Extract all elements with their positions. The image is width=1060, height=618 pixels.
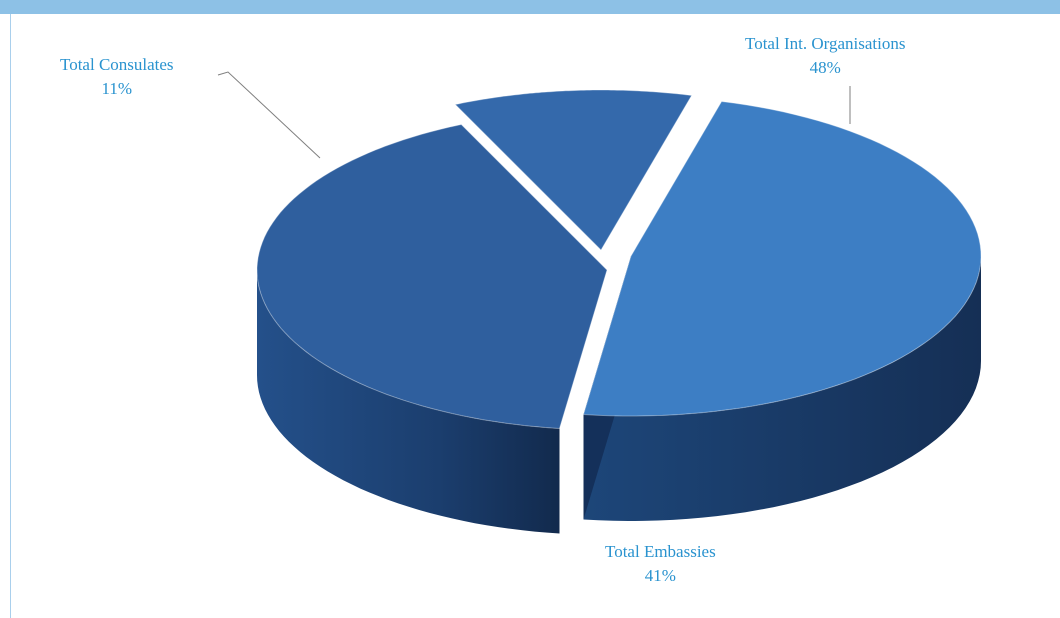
pie-slice-embassies xyxy=(256,123,608,430)
label-organisations-name: Total Int. Organisations xyxy=(745,34,906,53)
pie-slice-consulates xyxy=(454,89,693,251)
label-consulates: Total Consulates 11% xyxy=(60,53,174,101)
leader-lines xyxy=(217,71,851,159)
label-consulates-value: 11% xyxy=(101,79,133,98)
pie-slice-organisations xyxy=(582,100,982,417)
label-organisations: Total Int. Organisations 48% xyxy=(745,32,905,80)
label-embassies-value: 41% xyxy=(644,566,676,585)
label-organisations-value: 48% xyxy=(809,58,841,77)
leader-line-consulates xyxy=(217,71,321,159)
label-embassies-name: Total Embassies xyxy=(605,542,716,561)
label-consulates-name: Total Consulates xyxy=(60,55,174,74)
header-bar xyxy=(0,0,1060,14)
pie-side-embassies xyxy=(257,270,560,534)
pie-side-organisations xyxy=(583,256,981,521)
label-embassies: Total Embassies 41% xyxy=(605,540,716,588)
left-border xyxy=(10,14,11,618)
